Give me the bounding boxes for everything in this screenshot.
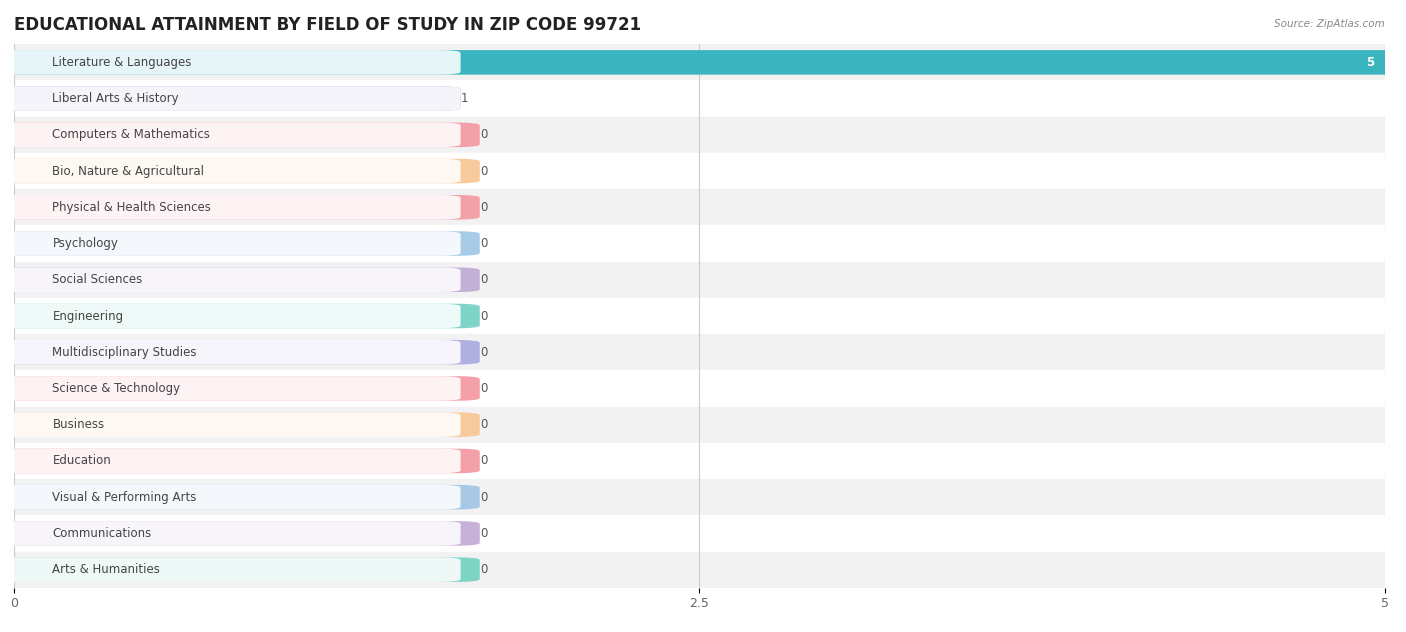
FancyBboxPatch shape	[0, 340, 461, 365]
Text: Psychology: Psychology	[52, 237, 118, 250]
Text: 0: 0	[481, 128, 488, 142]
FancyBboxPatch shape	[0, 304, 461, 328]
FancyBboxPatch shape	[0, 50, 1406, 75]
Text: 0: 0	[481, 490, 488, 504]
FancyBboxPatch shape	[0, 557, 479, 582]
Bar	[14, 552, 1385, 588]
Bar	[14, 443, 1385, 479]
Text: 0: 0	[481, 563, 488, 576]
Text: EDUCATIONAL ATTAINMENT BY FIELD OF STUDY IN ZIP CODE 99721: EDUCATIONAL ATTAINMENT BY FIELD OF STUDY…	[14, 16, 641, 34]
FancyBboxPatch shape	[0, 521, 479, 545]
FancyBboxPatch shape	[0, 195, 461, 219]
FancyBboxPatch shape	[0, 123, 479, 147]
FancyBboxPatch shape	[0, 195, 479, 219]
Bar	[14, 117, 1385, 153]
FancyBboxPatch shape	[0, 557, 461, 582]
Text: Visual & Performing Arts: Visual & Performing Arts	[52, 490, 197, 504]
Bar	[14, 370, 1385, 406]
FancyBboxPatch shape	[0, 449, 461, 473]
Text: 0: 0	[481, 346, 488, 359]
Text: 1: 1	[461, 92, 468, 105]
Bar	[14, 226, 1385, 262]
Text: Multidisciplinary Studies: Multidisciplinary Studies	[52, 346, 197, 359]
FancyBboxPatch shape	[0, 449, 479, 473]
Text: Bio, Nature & Agricultural: Bio, Nature & Agricultural	[52, 164, 204, 178]
FancyBboxPatch shape	[0, 485, 479, 509]
Text: 5: 5	[1365, 56, 1374, 69]
FancyBboxPatch shape	[0, 485, 461, 509]
FancyBboxPatch shape	[0, 50, 461, 75]
Text: Communications: Communications	[52, 527, 152, 540]
Text: Engineering: Engineering	[52, 310, 124, 322]
Text: Liberal Arts & History: Liberal Arts & History	[52, 92, 179, 105]
Text: Physical & Health Sciences: Physical & Health Sciences	[52, 201, 211, 214]
Bar	[14, 262, 1385, 298]
Text: 0: 0	[481, 382, 488, 395]
FancyBboxPatch shape	[0, 159, 479, 183]
Bar	[14, 515, 1385, 552]
Bar	[14, 44, 1385, 80]
FancyBboxPatch shape	[0, 87, 461, 111]
Text: Science & Technology: Science & Technology	[52, 382, 180, 395]
FancyBboxPatch shape	[0, 267, 461, 292]
Text: Literature & Languages: Literature & Languages	[52, 56, 191, 69]
Text: Computers & Mathematics: Computers & Mathematics	[52, 128, 211, 142]
FancyBboxPatch shape	[0, 413, 461, 437]
FancyBboxPatch shape	[0, 340, 479, 365]
Text: Source: ZipAtlas.com: Source: ZipAtlas.com	[1274, 19, 1385, 29]
FancyBboxPatch shape	[0, 87, 461, 111]
Text: Arts & Humanities: Arts & Humanities	[52, 563, 160, 576]
Bar	[14, 479, 1385, 515]
Text: 0: 0	[481, 237, 488, 250]
FancyBboxPatch shape	[0, 376, 461, 401]
Bar	[14, 406, 1385, 443]
FancyBboxPatch shape	[0, 304, 479, 328]
FancyBboxPatch shape	[0, 231, 461, 256]
Bar	[14, 334, 1385, 370]
FancyBboxPatch shape	[0, 376, 479, 401]
FancyBboxPatch shape	[0, 521, 461, 545]
Text: 0: 0	[481, 418, 488, 431]
FancyBboxPatch shape	[0, 123, 461, 147]
Bar	[14, 153, 1385, 189]
Text: 0: 0	[481, 310, 488, 322]
Text: 0: 0	[481, 164, 488, 178]
Text: 0: 0	[481, 201, 488, 214]
FancyBboxPatch shape	[0, 413, 479, 437]
Text: Business: Business	[52, 418, 104, 431]
Text: Social Sciences: Social Sciences	[52, 273, 142, 286]
Text: 0: 0	[481, 454, 488, 468]
Text: Education: Education	[52, 454, 111, 468]
Bar	[14, 80, 1385, 117]
Text: 0: 0	[481, 527, 488, 540]
Text: 0: 0	[481, 273, 488, 286]
Bar	[14, 298, 1385, 334]
FancyBboxPatch shape	[0, 267, 479, 292]
FancyBboxPatch shape	[0, 231, 479, 256]
FancyBboxPatch shape	[0, 159, 461, 183]
Bar	[14, 189, 1385, 226]
